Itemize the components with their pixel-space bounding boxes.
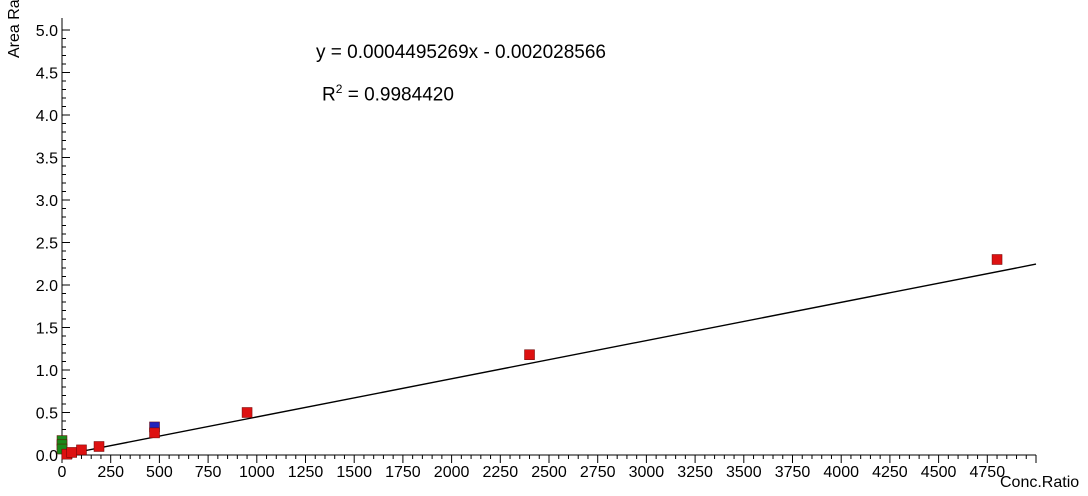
data-point <box>991 254 1003 265</box>
y-tick-label: 1.5 <box>36 321 58 338</box>
x-tick-label: 3500 <box>726 464 762 481</box>
x-tick-label: 750 <box>195 464 222 481</box>
y-tick-label: 3.0 <box>36 193 58 210</box>
y-axis-title: Area Ratio <box>6 0 23 58</box>
x-tick-label: 4250 <box>872 464 908 481</box>
x-tick-label: 3750 <box>775 464 811 481</box>
x-tick-label: 2750 <box>580 464 616 481</box>
x-tick-label: 3250 <box>677 464 713 481</box>
x-tick-label: 3000 <box>629 464 665 481</box>
data-point <box>93 441 105 452</box>
data-point <box>149 427 160 439</box>
x-tick-label: 0 <box>58 464 67 481</box>
y-tick-label: 2.5 <box>36 236 58 253</box>
x-tick-label: 250 <box>97 464 124 481</box>
x-tick-label: 2500 <box>531 464 567 481</box>
x-tick-label: 1500 <box>336 464 372 481</box>
x-tick-label: 500 <box>146 464 173 481</box>
x-tick-label: 1250 <box>288 464 324 481</box>
x-tick-label: 4500 <box>921 464 957 481</box>
y-tick-label: 2.0 <box>36 278 58 295</box>
y-tick-label: 0.0 <box>36 448 58 465</box>
data-point <box>76 444 87 456</box>
x-tick-label: 1750 <box>385 464 421 481</box>
data-point <box>524 349 535 360</box>
trendline <box>62 263 1037 456</box>
y-tick-label: 4.5 <box>36 66 58 83</box>
r-squared-exponent: 2 <box>335 82 343 96</box>
x-tick-label: 1000 <box>239 464 275 481</box>
y-tick-label: 5.0 <box>36 23 58 40</box>
x-axis-title: Conc.Ratio <box>1000 474 1080 491</box>
x-tick-label: 2000 <box>434 464 470 481</box>
r-squared-label: R2 = 0.9984420 <box>322 82 454 106</box>
y-tick-label: 3.5 <box>36 151 58 168</box>
y-tick-label: 0.5 <box>36 406 58 423</box>
r-squared-value: = 0.9984420 <box>342 84 454 106</box>
y-tick-label: 1.0 <box>36 363 58 380</box>
data-point <box>66 447 77 458</box>
regression-equation: y = 0.0004495269x - 0.002028566 <box>316 42 607 63</box>
x-tick-label: 4000 <box>823 464 859 481</box>
x-tick-label: 2250 <box>483 464 519 481</box>
r-squared-prefix: R <box>322 84 336 106</box>
x-tick-label: 4750 <box>970 464 1006 481</box>
data-point <box>241 407 253 418</box>
y-tick-label: 4.0 <box>36 108 58 125</box>
